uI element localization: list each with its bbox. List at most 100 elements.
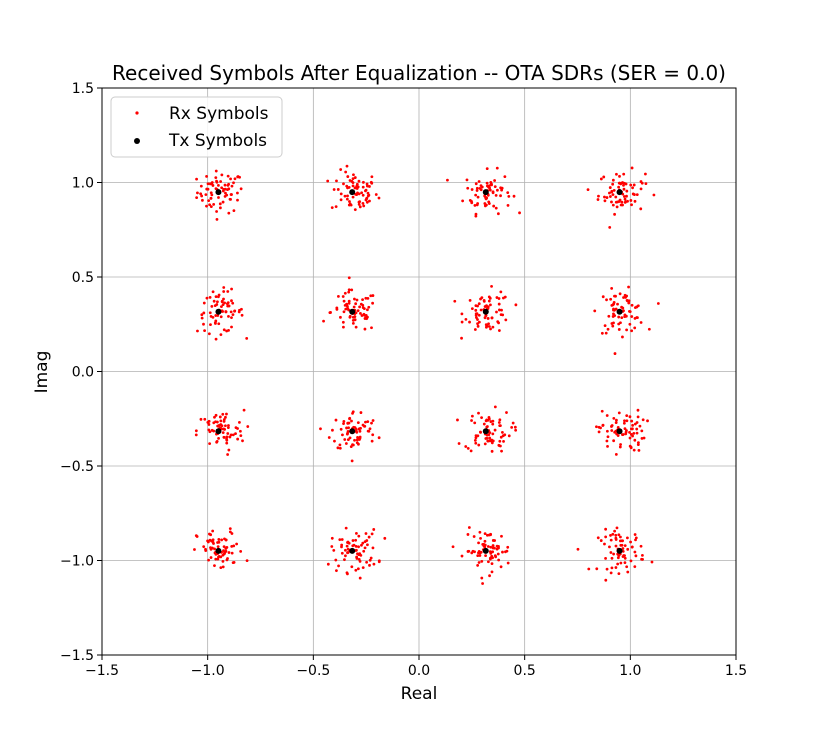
rx-symbol-point xyxy=(225,441,229,445)
rx-symbol-point xyxy=(363,546,367,550)
rx-symbol-point xyxy=(612,439,616,443)
rx-symbol-point xyxy=(222,418,226,421)
rx-symbol-point xyxy=(488,557,492,561)
rx-symbol-point xyxy=(355,557,359,560)
rx-symbol-point xyxy=(352,173,355,177)
rx-symbol-point xyxy=(474,441,478,445)
rx-symbol-point xyxy=(205,187,209,191)
rx-symbol-point xyxy=(488,574,491,578)
rx-symbol-point xyxy=(239,550,243,553)
rx-symbol-point xyxy=(490,441,494,445)
rx-symbol-point xyxy=(635,193,639,197)
rx-symbol-point xyxy=(326,562,330,566)
x-tick-label: 1.5 xyxy=(725,663,747,679)
rx-symbol-point xyxy=(599,177,603,181)
rx-symbol-point xyxy=(610,425,613,428)
rx-symbol-point xyxy=(600,331,604,335)
rx-symbol-point xyxy=(489,420,493,423)
legend: Rx Symbols Tx Symbols xyxy=(110,96,283,158)
rx-symbol-point xyxy=(347,288,351,292)
rx-symbol-point xyxy=(610,200,613,204)
rx-symbol-point xyxy=(358,429,362,433)
rx-symbol-point xyxy=(487,299,491,303)
rx-symbol-point xyxy=(226,453,230,456)
rx-symbol-point xyxy=(362,549,366,553)
rx-symbol-point xyxy=(357,534,361,538)
rx-symbol-point xyxy=(193,548,196,551)
rx-symbol-point xyxy=(330,536,334,540)
rx-symbol-point xyxy=(629,446,633,450)
rx-symbol-point xyxy=(483,539,487,543)
rx-symbol-point xyxy=(617,181,621,185)
rx-symbol-point xyxy=(322,319,325,323)
rx-symbol-point xyxy=(628,436,632,440)
rx-symbol-point xyxy=(611,315,615,318)
rx-symbol-point xyxy=(606,435,610,439)
rx-symbol-point xyxy=(613,308,616,312)
rx-symbol-point xyxy=(351,321,355,325)
rx-symbol-point xyxy=(464,317,468,321)
rx-symbol-point xyxy=(513,425,517,429)
rx-symbol-point xyxy=(495,166,499,170)
rx-symbol-point xyxy=(596,536,600,540)
rx-symbol-point xyxy=(474,436,478,440)
rx-symbol-point xyxy=(464,445,468,448)
rx-symbol-point xyxy=(633,306,637,309)
rx-symbol-point xyxy=(607,314,611,318)
rx-symbol-point xyxy=(350,288,354,292)
rx-symbol-point xyxy=(626,547,630,551)
rx-symbol-point xyxy=(619,321,622,325)
rx-symbol-point xyxy=(505,549,509,553)
rx-symbol-point xyxy=(487,433,491,437)
rx-symbol-point xyxy=(478,554,482,557)
rx-symbol-point xyxy=(595,425,598,429)
rx-symbol-point xyxy=(331,428,334,432)
rx-symbol-point xyxy=(485,425,489,428)
rx-symbol-point xyxy=(226,557,229,560)
rx-symbol-point xyxy=(236,175,240,178)
rx-symbol-point xyxy=(342,325,345,329)
y-tick-label: 0.0 xyxy=(72,365,94,381)
rx-symbol-point xyxy=(628,415,632,419)
rx-symbol-point xyxy=(483,204,487,208)
rx-symbol-point xyxy=(358,576,362,580)
rx-symbol-point xyxy=(636,443,640,447)
rx-symbol-point xyxy=(638,424,642,428)
tx-symbols-layer xyxy=(215,189,623,554)
rx-symbol-point xyxy=(216,314,220,317)
rx-symbol-point xyxy=(460,320,464,324)
rx-symbol-point xyxy=(337,564,340,568)
rx-symbol-point xyxy=(470,551,474,555)
rx-symbol-point xyxy=(353,297,356,301)
rx-symbol-point xyxy=(228,435,232,439)
rx-symbol-point xyxy=(334,205,338,209)
rx-symbol-point xyxy=(339,198,343,202)
rx-symbol-point xyxy=(514,303,518,307)
rx-symbol-point xyxy=(453,299,457,303)
rx-symbol-point xyxy=(227,304,231,308)
rx-symbol-point xyxy=(202,322,205,326)
rx-symbol-point xyxy=(356,309,360,313)
rx-symbol-point xyxy=(226,174,230,178)
rx-symbol-point xyxy=(359,411,363,414)
rx-symbol-point xyxy=(226,301,230,305)
rx-symbol-point xyxy=(634,554,638,558)
rx-symbol-point xyxy=(488,431,492,434)
rx-symbol-point xyxy=(474,193,478,197)
rx-symbol-point xyxy=(224,310,228,314)
rx-symbol-point xyxy=(633,326,637,330)
rx-symbol-point xyxy=(240,307,243,311)
rx-symbol-point xyxy=(220,299,224,303)
rx-symbol-point xyxy=(362,180,365,184)
rx-symbol-point xyxy=(487,322,490,326)
y-tick-label: 1.0 xyxy=(72,176,94,192)
rx-symbol-point xyxy=(602,175,606,179)
rx-symbol-point xyxy=(640,557,643,561)
rx-symbol-point xyxy=(628,431,631,434)
x-tick-label: 1.0 xyxy=(619,663,641,679)
tx-symbol-point xyxy=(482,308,489,315)
rx-symbol-point xyxy=(238,429,242,433)
rx-symbol-point xyxy=(620,316,624,320)
rx-symbol-point xyxy=(611,178,615,182)
